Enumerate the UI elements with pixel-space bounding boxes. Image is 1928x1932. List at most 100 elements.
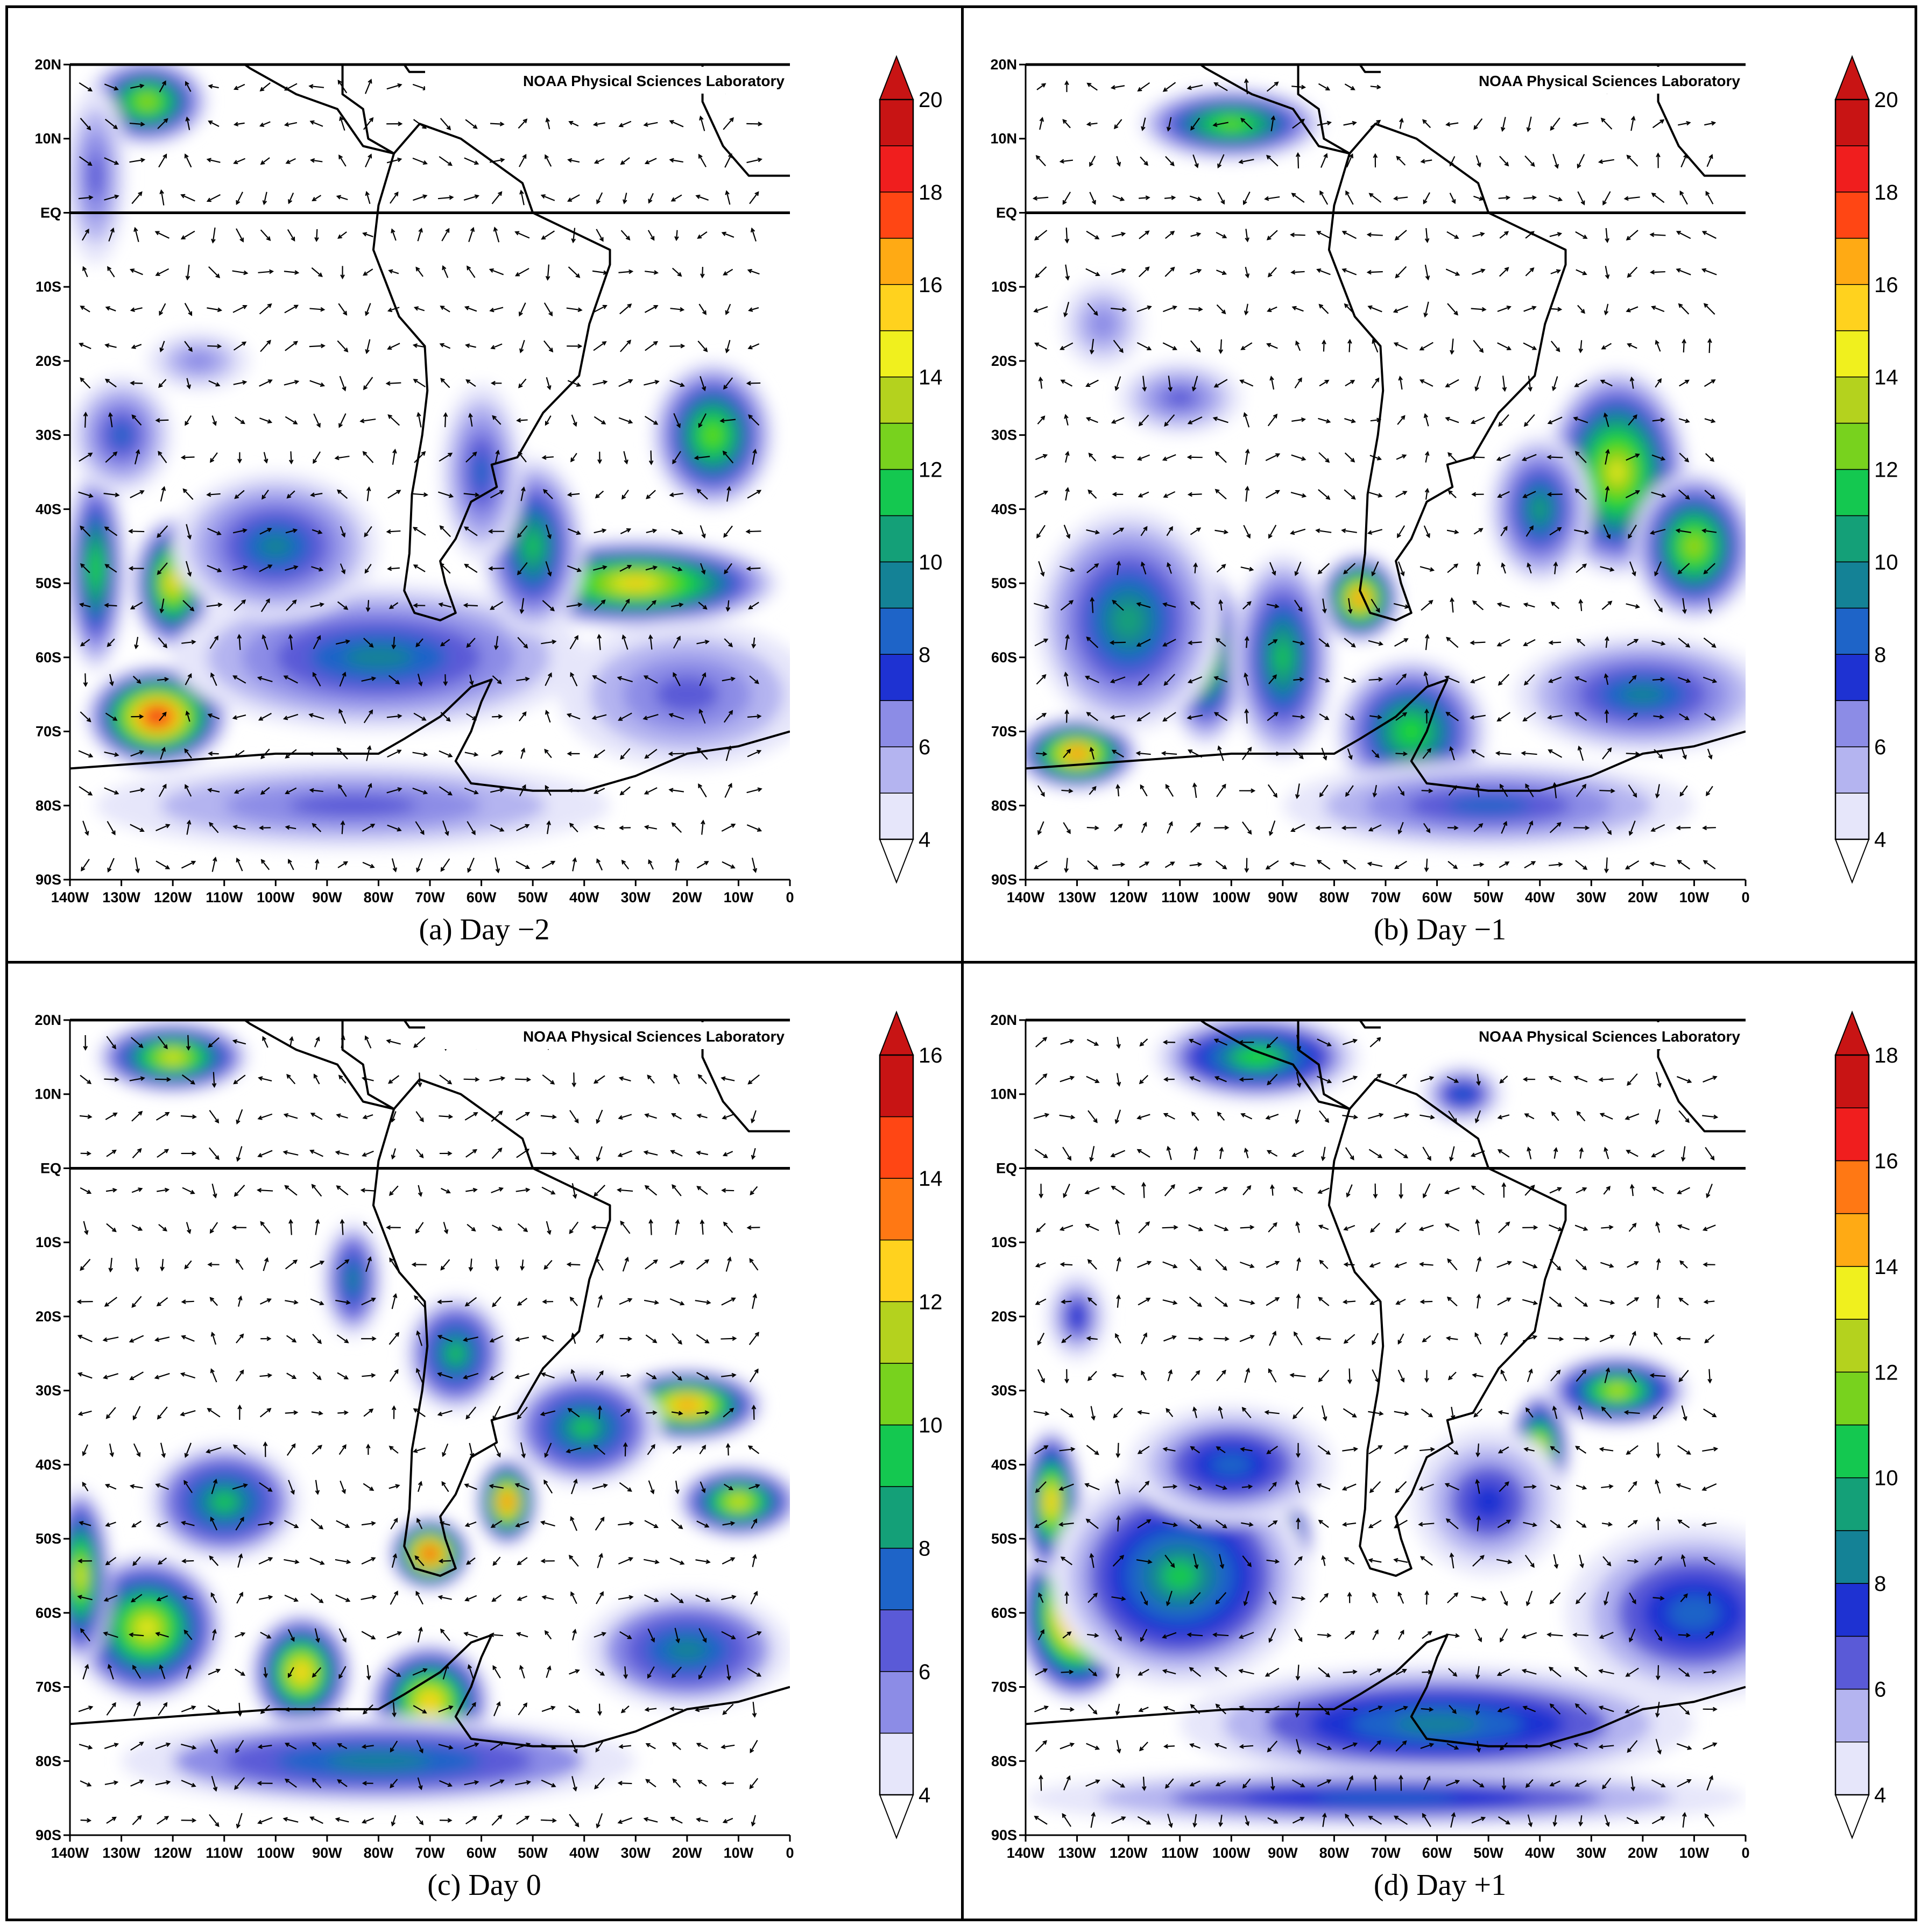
wind-arrow	[618, 1595, 634, 1600]
wind-arrow	[1061, 1334, 1072, 1343]
wind-arrow	[1214, 825, 1230, 830]
wind-arrow	[109, 1443, 114, 1457]
wind-arrow	[1035, 1668, 1048, 1676]
wind-arrow	[1651, 1150, 1665, 1158]
wind-arrow	[208, 1668, 221, 1675]
wind-arrow	[1629, 1592, 1636, 1605]
wind-arrow	[78, 750, 94, 758]
wind-arrow	[285, 1410, 299, 1415]
wind-arrow	[1140, 1591, 1148, 1606]
lat-tick-label: 30S	[991, 427, 1017, 443]
wind-arrow	[672, 1742, 681, 1750]
wind-arrow	[104, 83, 119, 91]
wind-arrow	[211, 415, 217, 426]
wind-arrow	[184, 341, 193, 352]
wind-arrow	[1319, 1110, 1330, 1123]
wind-arrow	[464, 1112, 478, 1121]
wind-arrow	[1267, 306, 1277, 312]
wind-arrow	[594, 528, 607, 534]
wind-arrow	[1371, 599, 1380, 613]
wind-arrow	[1087, 1704, 1098, 1715]
wind-arrow	[697, 1779, 707, 1787]
lat-tick-label: 60S	[36, 649, 61, 666]
wind-arrow	[207, 528, 222, 535]
wind-arrow	[258, 712, 272, 721]
wind-arrow	[1034, 1520, 1047, 1528]
wind-arrow	[1344, 452, 1355, 463]
wind-arrow	[1293, 1187, 1303, 1194]
wind-arrow	[751, 1110, 757, 1124]
wind-arrow	[259, 1373, 273, 1378]
wind-arrow	[1630, 1776, 1635, 1792]
wind-arrow	[643, 122, 658, 127]
wind-arrow	[595, 1516, 605, 1531]
wind-arrow	[722, 450, 734, 464]
wind-arrow	[128, 566, 144, 571]
wind-arrow	[1214, 1224, 1229, 1232]
wind-arrow	[1218, 1406, 1224, 1419]
wind-arrow	[1036, 674, 1047, 685]
wind-arrow	[1265, 860, 1279, 870]
shade-contour	[288, 794, 418, 817]
wind-arrow	[1114, 1629, 1122, 1642]
wind-arrow	[1677, 563, 1690, 575]
shade-contour	[447, 1343, 464, 1364]
wind-arrow	[1395, 1222, 1407, 1233]
wind-arrow	[1266, 81, 1279, 92]
wind-arrow	[1703, 1262, 1715, 1267]
wind-arrow	[1651, 454, 1666, 461]
colorbar-label: 6	[1874, 1678, 1886, 1702]
wind-arrow	[1162, 1225, 1178, 1230]
wind-arrow	[1039, 1774, 1043, 1791]
colorbar-segment	[879, 284, 914, 331]
wind-arrow	[1626, 453, 1640, 461]
wind-arrow	[1241, 1406, 1252, 1419]
wind-arrow	[259, 303, 272, 315]
wind-arrow	[129, 122, 145, 127]
wind-arrow	[1242, 1185, 1252, 1195]
shade-contour	[473, 454, 490, 490]
wind-arrow	[82, 1444, 88, 1456]
wind-arrow	[1189, 1780, 1200, 1787]
wind-arrow	[286, 1335, 297, 1343]
wind-arrow	[1136, 342, 1152, 351]
wind-arrow	[361, 1631, 376, 1639]
wind-arrow	[592, 305, 608, 313]
wind-arrow	[623, 1666, 628, 1679]
wind-arrow	[520, 486, 526, 501]
wind-arrow	[1501, 820, 1508, 834]
wind-arrow	[1345, 190, 1354, 205]
lat-tick-label: 80S	[36, 1753, 61, 1769]
wind-arrow	[157, 1149, 170, 1158]
wind-arrow	[1060, 1556, 1072, 1566]
colorbar-segment	[1835, 792, 1869, 840]
shade-contour	[1089, 309, 1117, 339]
wind-arrow	[464, 1521, 477, 1527]
wind-arrow	[1497, 342, 1512, 350]
wind-arrow	[1190, 232, 1202, 237]
wind-arrow	[541, 861, 556, 869]
lon-tick-label: 80W	[364, 889, 394, 905]
wind-arrow	[645, 270, 659, 275]
wind-arrow	[1136, 305, 1152, 313]
wind-arrow	[619, 565, 632, 572]
wind-arrow	[1424, 228, 1430, 243]
wind-arrow	[284, 1520, 299, 1528]
wind-arrow	[466, 1702, 476, 1716]
wind-arrow	[338, 783, 347, 797]
colorbar-label: 18	[1874, 1044, 1898, 1067]
wind-arrow	[592, 380, 608, 386]
wind-arrow	[1139, 195, 1150, 200]
wind-arrow	[675, 1481, 680, 1495]
wind-arrow	[77, 1334, 93, 1342]
wind-arrow	[673, 1073, 680, 1085]
wind-arrow	[1137, 1261, 1152, 1268]
wind-arrow	[617, 1187, 633, 1193]
colorbar-segment	[1835, 422, 1869, 470]
lon-tick-label: 10W	[724, 889, 754, 905]
wind-arrow	[543, 1259, 553, 1270]
colorbar-segment	[879, 1363, 914, 1426]
lon-tick-label: 30W	[1577, 1845, 1607, 1861]
wind-arrow	[207, 344, 222, 349]
